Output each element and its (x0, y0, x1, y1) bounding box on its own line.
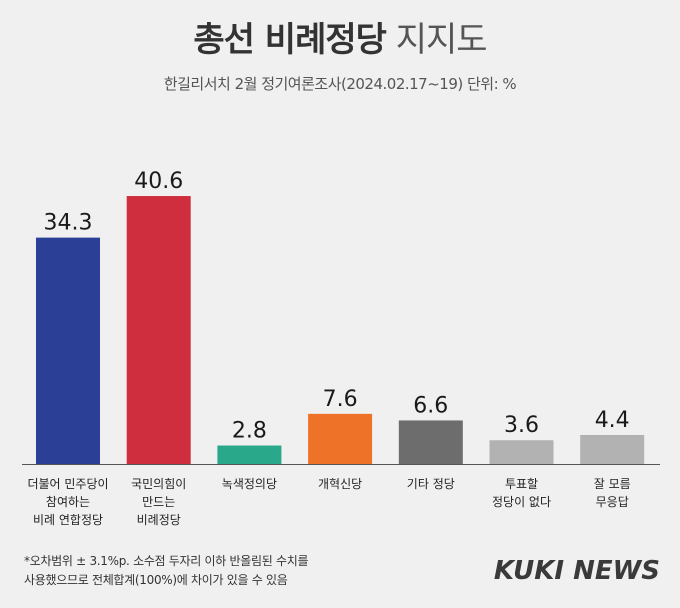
footnote-line-2: 사용했으므로 전체합계(100%)에 차이가 있을 수 있음 (24, 573, 288, 587)
footnote: *오차범위 ± 3.1%p. 소수점 두자리 이하 반올림된 수치를 사용했으므… (24, 552, 424, 590)
kuki-news-logo: KUKI NEWS (493, 556, 660, 586)
category-label-1-0: 국민의힘이 (131, 477, 186, 491)
value-label-6: 4.4 (595, 408, 630, 433)
category-label-1-1: 만드는 (142, 495, 175, 509)
value-label-5: 3.6 (504, 413, 539, 438)
category-label-1-2: 비례정당 (137, 513, 181, 527)
category-label-3-0: 개혁신당 (318, 477, 362, 491)
category-label-6-0: 잘 모름 (594, 477, 631, 491)
bar-2 (217, 445, 282, 464)
bar-0 (36, 237, 100, 464)
category-label-2-0: 녹색정의당 (222, 477, 277, 491)
chart-title-main: 총선 비례정당 (193, 20, 387, 60)
bar-5 (489, 440, 554, 464)
chart-title-suffix: 지지도 (395, 20, 488, 60)
chart-title: 총선 비례정당 지지도 (0, 18, 680, 62)
category-label-5-1: 정당이 없다 (492, 495, 551, 509)
bar-4 (398, 420, 463, 464)
chart-subtitle: 한길리서치 2월 정기여론조사(2024.02.17~19) 단위: % (163, 75, 517, 93)
bar-1 (126, 196, 191, 465)
category-label-0-0: 더불어 민주당이 (27, 477, 108, 491)
bar-3 (308, 413, 373, 464)
value-label-0: 34.3 (44, 211, 93, 236)
bar-6 (580, 434, 645, 464)
value-label-2: 2.8 (232, 419, 267, 444)
footnote-line-1: *오차범위 ± 3.1%p. 소수점 두자리 이하 반올림된 수치를 (24, 554, 309, 568)
category-label-0-2: 비례 연합정당 (33, 513, 103, 527)
category-label-4-0: 기타 정당 (407, 477, 455, 491)
category-label-6-1: 무응답 (596, 495, 629, 509)
value-label-1: 40.6 (134, 169, 183, 194)
category-label-0-1: 참여하는 (46, 495, 90, 509)
category-label-5-0: 투표할 (505, 477, 538, 491)
value-label-4: 6.6 (413, 393, 448, 418)
value-label-3: 7.6 (323, 387, 358, 412)
